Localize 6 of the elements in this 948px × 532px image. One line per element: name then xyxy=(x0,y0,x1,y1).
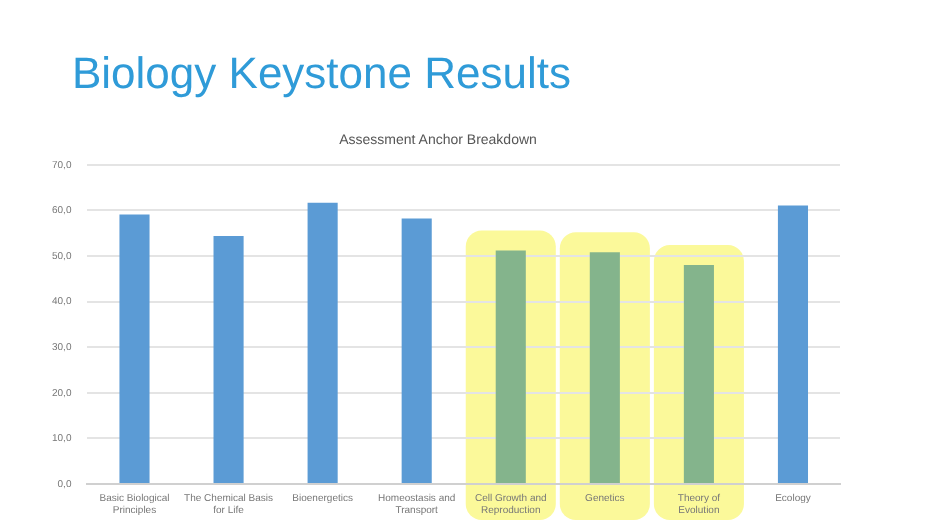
chart-title: Biology Keystone Results xyxy=(72,48,571,100)
bar xyxy=(307,202,338,483)
bar xyxy=(213,235,244,483)
bar xyxy=(401,218,432,483)
bar xyxy=(119,214,150,483)
bar xyxy=(777,205,809,483)
